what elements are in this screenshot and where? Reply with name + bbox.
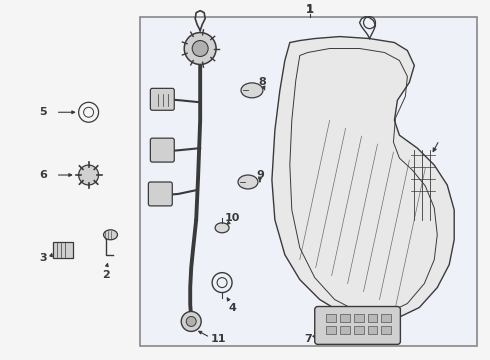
Text: 8: 8 xyxy=(258,77,266,87)
Circle shape xyxy=(186,316,196,327)
Text: 2: 2 xyxy=(101,270,109,280)
Bar xyxy=(354,327,364,334)
Bar xyxy=(53,242,73,258)
Bar xyxy=(382,315,392,323)
FancyBboxPatch shape xyxy=(150,88,174,110)
Text: 4: 4 xyxy=(228,302,236,312)
FancyBboxPatch shape xyxy=(315,306,400,345)
Bar xyxy=(326,327,336,334)
Text: 10: 10 xyxy=(224,213,240,223)
Text: 7: 7 xyxy=(304,334,312,345)
Bar xyxy=(354,315,364,323)
Bar xyxy=(340,315,349,323)
Text: 1: 1 xyxy=(306,5,314,15)
Bar xyxy=(340,327,349,334)
Text: 9: 9 xyxy=(256,170,264,180)
Ellipse shape xyxy=(215,223,229,233)
Text: 5: 5 xyxy=(39,107,47,117)
Ellipse shape xyxy=(238,175,258,189)
Circle shape xyxy=(181,311,201,332)
Ellipse shape xyxy=(241,83,263,98)
Bar xyxy=(368,315,377,323)
Bar xyxy=(382,327,392,334)
Text: 1: 1 xyxy=(306,3,314,16)
Text: 3: 3 xyxy=(39,253,47,263)
Polygon shape xyxy=(272,37,454,321)
Circle shape xyxy=(78,165,98,185)
Bar xyxy=(326,315,336,323)
FancyBboxPatch shape xyxy=(150,138,174,162)
Circle shape xyxy=(184,32,216,64)
Text: 11: 11 xyxy=(210,334,226,345)
Circle shape xyxy=(192,41,208,57)
Bar xyxy=(368,327,377,334)
Ellipse shape xyxy=(103,230,118,240)
Text: 6: 6 xyxy=(39,170,47,180)
Bar xyxy=(141,17,477,346)
FancyBboxPatch shape xyxy=(148,182,172,206)
